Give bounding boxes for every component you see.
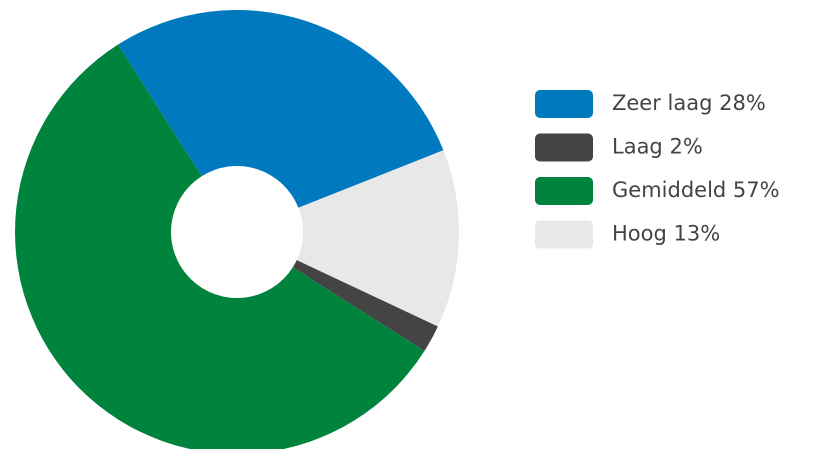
legend-name: Hoog [612, 222, 667, 246]
legend-label: Gemiddeld 57% [612, 178, 780, 202]
donut-slice [296, 150, 459, 327]
legend-label: Hoog 13% [612, 222, 720, 246]
legend-value: 13% [674, 222, 721, 246]
legend-value: 57% [733, 178, 780, 202]
legend-name: Zeer laag [612, 91, 712, 115]
donut-slice [15, 44, 425, 449]
legend-value: 28% [719, 91, 766, 115]
donut-slice [118, 10, 444, 208]
legend-name: Laag [612, 135, 663, 159]
legend-swatch [535, 220, 593, 249]
legend-value: 2% [669, 135, 702, 159]
legend-label: Laag 2% [612, 135, 703, 159]
legend-swatch [535, 90, 593, 118]
donut-slice [292, 260, 438, 351]
legend-swatch [535, 133, 593, 162]
legend-label: Zeer laag 28% [612, 91, 766, 115]
legend-swatch [535, 177, 593, 205]
legend-name: Gemiddeld [612, 178, 726, 202]
